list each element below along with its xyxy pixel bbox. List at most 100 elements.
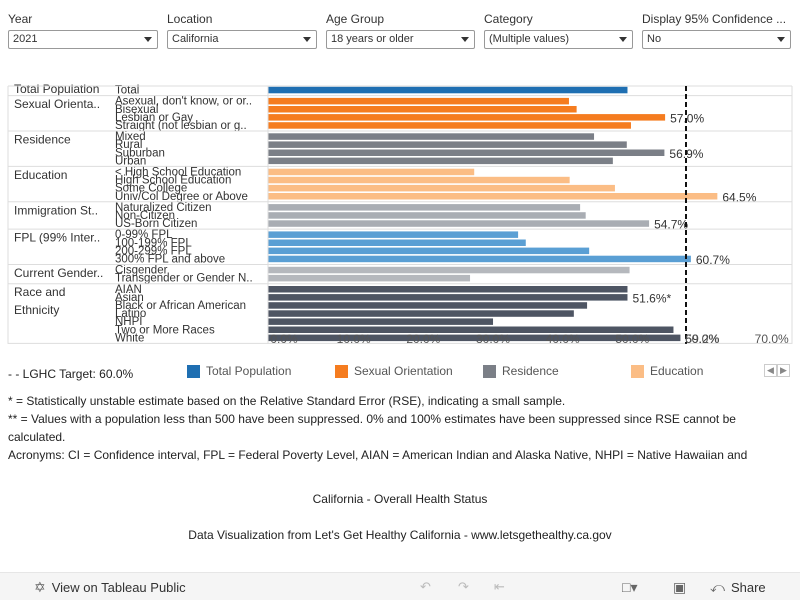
- chevron-down-icon: [619, 37, 627, 42]
- filter-age-group: Age Group 18 years or older: [326, 12, 475, 49]
- legend-label: Residence: [502, 364, 559, 378]
- target-label: - - LGHC Target:: [8, 367, 96, 381]
- legend-prev-button[interactable]: ◀: [764, 364, 777, 377]
- x-tick-label: 50.0%: [615, 332, 649, 346]
- bar: [268, 294, 628, 301]
- legend-swatch: [335, 364, 348, 378]
- selected-value: California: [172, 33, 219, 45]
- tableau-toolbar: ✡ View on Tableau Public ↶ ↷ ⇤ □▾ ▣ ⤺ Sh…: [0, 572, 800, 600]
- undo-button[interactable]: ↶: [420, 579, 431, 595]
- group-label: Ethnicity: [14, 303, 59, 317]
- bar: [268, 318, 494, 325]
- row-label: High School Education: [115, 175, 231, 187]
- row-label: < High School Education: [115, 167, 241, 179]
- x-tick-label: 0.0%: [270, 332, 298, 346]
- legend-next-button[interactable]: ▶: [777, 364, 790, 377]
- legend-item-education[interactable]: Education: [631, 364, 703, 378]
- group-label: Race and: [14, 285, 65, 299]
- bar: [268, 168, 475, 176]
- bar: [268, 255, 691, 263]
- bar: [268, 106, 577, 113]
- filter-label: Display 95% Confidence ...: [642, 12, 787, 26]
- row-label: NHPI: [115, 316, 142, 328]
- row-label: Latino: [115, 308, 146, 320]
- redo-button[interactable]: ↷: [458, 579, 469, 595]
- row-label: 100-199% FPL: [115, 237, 192, 249]
- bar-chart: Total Total Population Asexual, don't know…: [7, 82, 793, 346]
- legend-item-total-population[interactable]: Total Population: [187, 364, 291, 378]
- download-icon: □▾: [622, 579, 638, 595]
- legend-swatch: [631, 364, 644, 378]
- location-select[interactable]: California: [167, 30, 317, 49]
- category-select[interactable]: (Multiple values): [484, 30, 633, 49]
- row-label: Two or More Races: [115, 324, 215, 336]
- legend-label: Sexual Orientation: [354, 364, 453, 378]
- row-label: Mixed: [115, 131, 146, 143]
- bar: [268, 122, 631, 129]
- data-label: 64.5%: [722, 190, 756, 204]
- download-button[interactable]: □▾: [622, 579, 637, 596]
- row-label: 200-299% FPL: [115, 245, 192, 257]
- footnotes: * = Statistically unstable estimate base…: [8, 392, 788, 464]
- share-button[interactable]: ⤺ Share: [710, 579, 766, 596]
- row-label: Some College: [115, 183, 187, 195]
- row-label: US-Born Citizen: [115, 218, 197, 230]
- redo-icon: ↷: [458, 579, 469, 594]
- data-label: 59.2%: [685, 332, 719, 346]
- target-value: 60.0%: [99, 367, 134, 381]
- filter-location: Location California: [167, 12, 317, 49]
- revert-button[interactable]: ⇤: [494, 579, 505, 595]
- bar: [268, 86, 628, 94]
- share-label: Share: [730, 580, 766, 595]
- bar: [268, 239, 526, 246]
- row-label: Bisexual: [115, 104, 158, 116]
- row-label: Univ/Col Degree or Above: [115, 191, 248, 203]
- row-label: Total: [115, 85, 139, 97]
- group-label: Current Gender..: [14, 266, 103, 280]
- view-on-tableau-public-button[interactable]: ✡ View on Tableau Public: [34, 579, 186, 596]
- selected-value: (Multiple values): [489, 33, 570, 45]
- bar: [268, 114, 666, 121]
- group-label: Immigration St..: [14, 203, 98, 217]
- row-label: 300% FPL and above: [115, 254, 225, 266]
- bar: [268, 274, 471, 282]
- share-icon: ⤺: [710, 579, 725, 595]
- view-label: View on Tableau Public: [51, 580, 186, 595]
- chevron-down-icon: [461, 37, 469, 42]
- fullscreen-button[interactable]: ▣: [673, 579, 686, 596]
- data-label: 54.7%: [654, 218, 688, 232]
- bar: [268, 286, 628, 293]
- row-label: AIAN: [115, 284, 142, 296]
- confidence-interval-select[interactable]: No: [642, 30, 791, 49]
- bar: [268, 141, 627, 148]
- age-group-select[interactable]: 18 years or older: [326, 30, 475, 49]
- legend-item-residence[interactable]: Residence: [483, 364, 559, 378]
- chevron-down-icon: [303, 37, 311, 42]
- legend-swatch: [187, 364, 200, 378]
- tableau-logo-icon: ✡: [34, 579, 46, 595]
- legend-item-sexual-orientation[interactable]: Sexual Orientation: [335, 364, 453, 378]
- bar: [268, 310, 574, 317]
- bar: [268, 231, 519, 238]
- undo-icon: ↶: [420, 579, 431, 594]
- bar: [268, 266, 630, 274]
- bar: [268, 176, 570, 184]
- filter-label: Location: [167, 12, 213, 26]
- bar: [268, 220, 650, 227]
- row-label: Lesbian or Gay: [115, 112, 193, 124]
- x-tick-label: 60.0%: [685, 332, 719, 346]
- x-tick-label: 40.0%: [546, 332, 580, 346]
- row-label: 0-99% FPL: [115, 229, 173, 241]
- note-suppressed: ** = Values with a population less than …: [8, 412, 736, 444]
- row-label: Straight (not lesbian or g..: [115, 120, 247, 132]
- x-tick-label: 20.0%: [406, 332, 440, 346]
- revert-icon: ⇤: [494, 579, 505, 594]
- bar: [268, 334, 681, 342]
- group-label: FPL (99% Inter..: [14, 231, 100, 245]
- year-select[interactable]: 2021: [8, 30, 158, 49]
- row-label: Black or African American: [115, 300, 246, 312]
- row-label: Cisgender: [115, 265, 168, 277]
- x-tick-label: 70.0%: [755, 332, 789, 346]
- chevron-down-icon: [777, 37, 785, 42]
- group-label: Sexual Orienta..: [14, 97, 100, 111]
